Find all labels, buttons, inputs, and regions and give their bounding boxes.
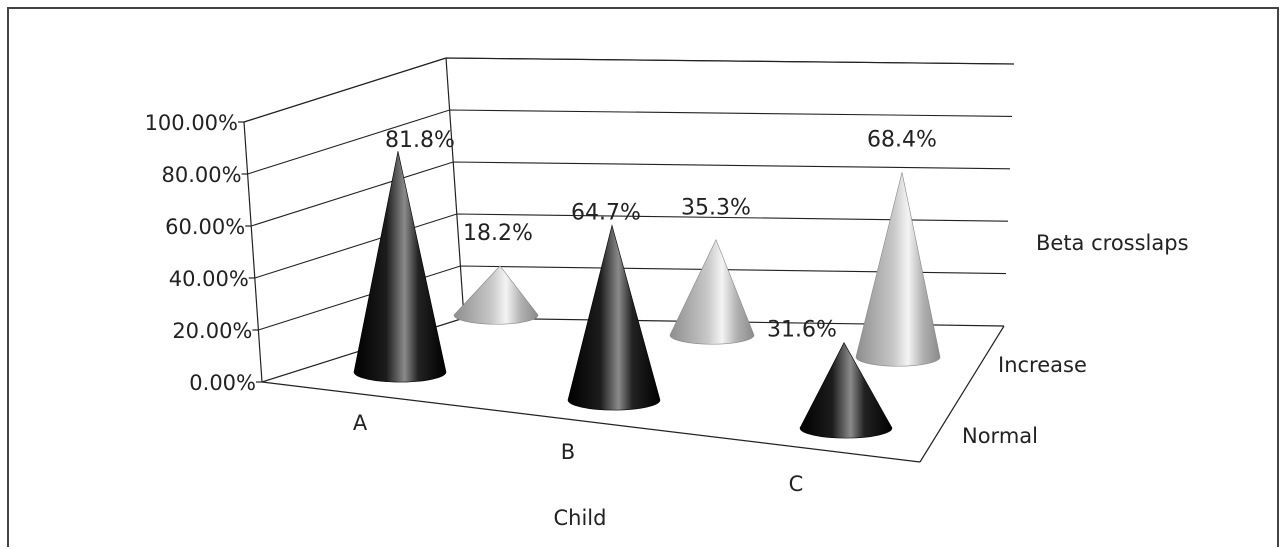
cones xyxy=(353,151,941,439)
data-label: 68.4% xyxy=(867,127,937,152)
back-wall-left-edge xyxy=(445,57,465,319)
series-label-increase: Increase xyxy=(998,353,1087,377)
cone-increase-c xyxy=(855,172,941,367)
y-tick-label: 80.00% xyxy=(162,163,242,187)
y-tick-label: 60.00% xyxy=(165,215,245,239)
data-label: 31.6% xyxy=(767,318,837,343)
data-label: 81.8% xyxy=(385,128,455,153)
cone-body xyxy=(353,151,447,383)
left-wall-front-edge xyxy=(243,121,263,383)
y-gridlines xyxy=(243,57,1015,331)
y-axis-ticks: 0.00% 20.00% 40.00% 60.00% 80.00% 100.00% xyxy=(145,111,262,395)
cone-body xyxy=(669,238,755,345)
y-tick-label: 20.00% xyxy=(172,319,252,343)
x-tick-label-c: C xyxy=(789,472,804,496)
gridline xyxy=(258,265,1007,331)
series-label-normal: Normal xyxy=(962,424,1038,448)
y-tick-label: 100.00% xyxy=(145,111,238,135)
cone-body xyxy=(567,224,661,411)
cone-increase-b xyxy=(669,238,755,345)
cone-body xyxy=(799,342,893,439)
cone-normal-c xyxy=(799,342,893,439)
gridline xyxy=(254,213,1009,279)
data-label: 35.3% xyxy=(681,196,751,221)
gridline xyxy=(251,161,1011,227)
gridline xyxy=(247,109,1013,175)
y-tick-label: 0.00% xyxy=(189,371,256,395)
y-tick-label: 40.00% xyxy=(169,267,249,291)
floor-right-edge xyxy=(919,325,1005,463)
cone-normal-b xyxy=(567,224,661,411)
cone-normal-a xyxy=(353,151,447,383)
data-label: 18.2% xyxy=(463,221,533,246)
data-label: 64.7% xyxy=(571,200,641,225)
value-labels: 18.2% 35.3% 68.4% 81.8% 64.7% 31.6% xyxy=(385,127,937,342)
cone-increase-a xyxy=(453,265,539,325)
x-tick-label-b: B xyxy=(561,440,575,464)
x-tick-label-a: A xyxy=(353,411,368,435)
gridline xyxy=(243,57,1015,123)
chart-frame xyxy=(7,7,1279,547)
cone-body xyxy=(453,265,539,325)
cone-body xyxy=(855,172,941,367)
x-axis-title: Child xyxy=(554,506,607,530)
z-axis-title: Beta crosslaps xyxy=(1036,231,1189,255)
floor-front-edge xyxy=(261,381,921,463)
